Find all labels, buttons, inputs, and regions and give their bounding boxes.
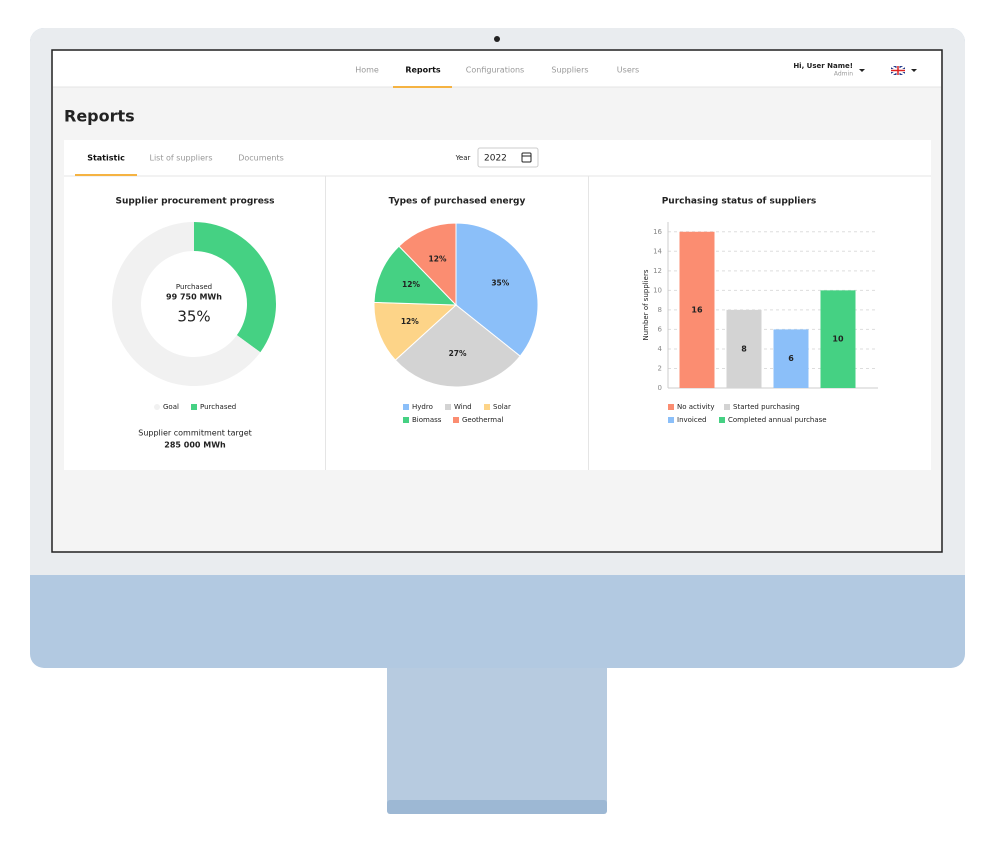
nav-item[interactable]: Suppliers — [551, 66, 588, 75]
pie-slice — [373, 245, 458, 306]
user-caret[interactable] — [859, 69, 865, 72]
legend-marker — [154, 404, 160, 410]
pie-slice — [455, 222, 539, 357]
slice-label: 12% — [402, 280, 420, 289]
nav-item[interactable]: Users — [617, 66, 639, 75]
bar — [679, 231, 715, 388]
footer-amount: 285 000 MWh — [164, 441, 226, 450]
center-label: Purchased — [176, 283, 212, 291]
chart-title: Supplier procurement progress — [115, 197, 274, 207]
legend-label: Biomass — [412, 416, 442, 424]
nav-item[interactable]: Reports — [405, 66, 441, 75]
nav-item[interactable]: Configurations — [466, 66, 524, 75]
y-tick-label: 14 — [653, 247, 662, 255]
chart-title: Types of purchased energy — [389, 197, 526, 207]
legend-marker — [668, 417, 674, 423]
bar — [726, 309, 762, 388]
y-tick-label: 8 — [658, 306, 662, 314]
camera — [494, 36, 500, 42]
user-greeting[interactable]: Hi, User Name! — [793, 62, 853, 70]
legend-label: Hydro — [412, 403, 433, 411]
legend-label: Invoiced — [677, 416, 706, 424]
bar-label: 10 — [832, 335, 844, 344]
legend-marker — [445, 404, 451, 410]
legend-label: No activity — [677, 403, 715, 411]
pie-slice — [398, 222, 457, 307]
y-tick-label: 4 — [658, 345, 663, 353]
y-tick-label: 16 — [653, 228, 662, 236]
y-tick-label: 6 — [658, 325, 663, 333]
y-axis-label: Number of suppliers — [642, 269, 650, 340]
bar-label: 8 — [741, 344, 747, 353]
legend-marker — [453, 417, 459, 423]
legend-marker — [484, 404, 490, 410]
bar-label: 6 — [788, 354, 794, 363]
legend-label: Goal — [163, 403, 179, 411]
bar — [773, 329, 809, 388]
center-percent: 35% — [177, 308, 210, 326]
tab[interactable]: Statistic — [87, 154, 125, 163]
nav-active-underline — [393, 86, 452, 88]
legend-label: Wind — [454, 403, 472, 411]
legend-marker — [719, 417, 725, 423]
user-role: Admin — [834, 71, 853, 78]
legend-marker — [403, 417, 409, 423]
nav-item[interactable]: Home — [355, 66, 379, 75]
pie-slice — [394, 304, 521, 388]
legend-label: Solar — [493, 403, 511, 411]
center-amount: 99 750 MWh — [166, 293, 222, 302]
nav-bar — [53, 51, 941, 87]
slice-label: 35% — [491, 279, 509, 288]
y-tick-label: 12 — [653, 267, 662, 275]
legend-marker — [191, 404, 197, 410]
stand — [387, 660, 607, 810]
donut-segment — [111, 221, 261, 386]
legend-label: Completed annual purchase — [728, 416, 827, 424]
tab-active-underline — [75, 174, 137, 176]
legend-marker — [403, 404, 409, 410]
y-tick-label: 10 — [653, 286, 662, 294]
year-label: Year — [455, 154, 471, 162]
pie-slice — [373, 301, 458, 361]
legend-label: Geothermal — [462, 416, 503, 424]
chart-title: Purchasing status of suppliers — [662, 197, 817, 207]
flag-cross — [891, 66, 905, 75]
tab[interactable]: Documents — [238, 154, 284, 163]
year-value[interactable]: 2022 — [484, 154, 507, 164]
bar — [820, 290, 856, 388]
tab[interactable]: List of suppliers — [150, 154, 213, 163]
legend-label: Purchased — [200, 403, 236, 411]
stand-foot — [387, 800, 607, 814]
slice-label: 12% — [429, 254, 447, 263]
donut-segment — [194, 222, 276, 353]
footer-label: Supplier commitment target — [138, 429, 252, 438]
slice-label: 27% — [449, 349, 467, 358]
legend-marker — [724, 404, 730, 410]
lang-caret[interactable] — [911, 69, 917, 72]
bar-label: 16 — [691, 305, 703, 314]
language-flag[interactable] — [890, 65, 906, 76]
slice-label: 12% — [401, 317, 419, 326]
y-tick-label: 2 — [658, 364, 662, 372]
legend-marker — [668, 404, 674, 410]
y-tick-label: 0 — [658, 384, 662, 392]
calendar — [521, 152, 532, 163]
calendar-icon[interactable] — [521, 152, 532, 163]
page-title: Reports — [64, 107, 135, 126]
legend-label: Started purchasing — [733, 403, 800, 411]
